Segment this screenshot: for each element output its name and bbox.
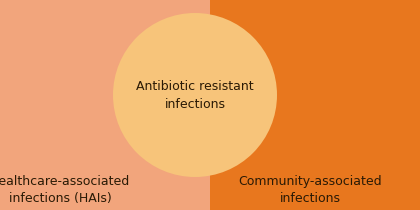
Text: Community-associated
infections: Community-associated infections (238, 175, 382, 205)
Bar (0, 0, 210, 210)
Text: Healthcare-associated
infections (HAIs): Healthcare-associated infections (HAIs) (0, 175, 130, 205)
Circle shape (113, 13, 277, 177)
Text: Antibiotic resistant
infections: Antibiotic resistant infections (136, 80, 254, 110)
